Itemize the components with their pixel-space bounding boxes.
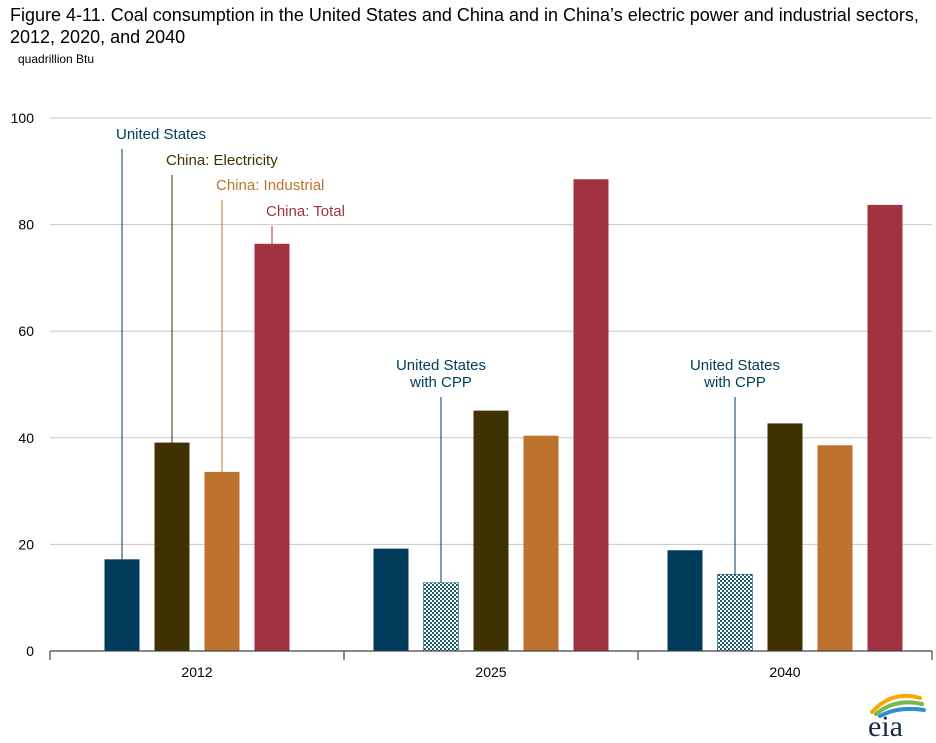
- x-category-label: 2012: [181, 664, 212, 680]
- bar: [373, 548, 409, 651]
- bar: [667, 550, 703, 651]
- bar: [767, 423, 803, 651]
- y-tick-labels: 0 20 40 60 80 100: [11, 110, 35, 659]
- annotation-label: United States with CPP: [690, 357, 780, 391]
- annotation-label: United States with CPP: [396, 357, 486, 391]
- y-tick-label: 60: [18, 323, 34, 339]
- bar: [717, 573, 753, 652]
- y-tick-label: 20: [18, 536, 34, 552]
- annotation-label: United States: [116, 126, 206, 143]
- unit-label: quadrillion Btu: [18, 52, 95, 66]
- annotations: United States China: Electricity China: In…: [116, 126, 780, 391]
- annotation-label: China: Total: [266, 203, 345, 220]
- bar: [867, 204, 903, 651]
- annotation-leaders: [121, 149, 736, 583]
- y-tick-label: 100: [11, 110, 35, 126]
- eia-logo-text: eia: [868, 710, 903, 738]
- bar: [204, 471, 240, 651]
- bars: [104, 179, 903, 652]
- eia-logo: eia: [862, 688, 930, 743]
- bar: [254, 243, 290, 651]
- bar: [473, 410, 509, 651]
- x-category-label: 2025: [475, 664, 506, 680]
- x-category-label: 2040: [769, 664, 800, 680]
- chart-title: Figure 4-11. Coal consumption in the Uni…: [10, 5, 919, 47]
- annotation-label: China: Industrial: [216, 177, 324, 194]
- y-tick-label: 0: [26, 643, 34, 659]
- bar: [423, 582, 459, 652]
- annotation-label: China: Electricity: [166, 152, 278, 169]
- bar: [573, 179, 609, 652]
- y-tick-label: 80: [18, 217, 34, 233]
- bar: [523, 435, 559, 651]
- bar: [104, 559, 140, 651]
- x-axis: 2012 2025 2040: [49, 650, 933, 680]
- bar: [154, 442, 190, 651]
- bar: [817, 445, 853, 651]
- y-tick-label: 40: [18, 430, 34, 446]
